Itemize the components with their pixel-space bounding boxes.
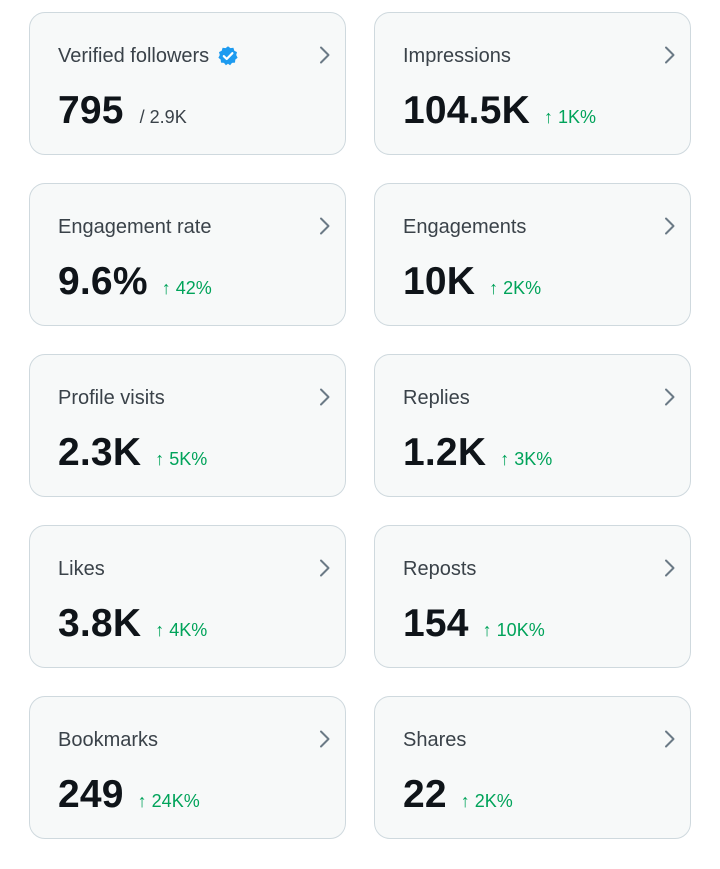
trend-indicator: ↑ 3K%: [500, 449, 552, 470]
trend-value: 2K%: [503, 278, 542, 298]
metric-value: 104.5K: [403, 89, 530, 132]
card-title: Shares: [403, 728, 466, 752]
card-title: Reposts: [403, 557, 476, 581]
chevron-right-icon[interactable]: [662, 44, 678, 66]
card-verified-followers[interactable]: Verified followers 795 / 2.9K: [29, 12, 346, 155]
card-title: Bookmarks: [58, 728, 158, 752]
trend-indicator: ↑ 2K%: [461, 791, 513, 812]
trend-value: 42%: [175, 278, 212, 298]
card-engagements[interactable]: Engagements 10K ↑ 2K%: [374, 183, 691, 326]
card-label: Replies: [403, 387, 470, 409]
metric-value: 10K: [403, 260, 476, 303]
value-row: 249 ↑ 24K%: [58, 773, 200, 817]
card-engagement-rate[interactable]: Engagement rate 9.6% ↑ 42%: [29, 183, 346, 326]
verified-badge-icon: [217, 45, 239, 67]
card-title: Impressions: [403, 44, 511, 68]
arrow-up-icon: ↑: [543, 107, 553, 127]
chevron-right-icon[interactable]: [317, 44, 333, 66]
card-replies[interactable]: Replies 1.2K ↑ 3K%: [374, 354, 691, 497]
trend-value: 2K%: [474, 791, 513, 811]
trend-value: 10K%: [496, 620, 545, 640]
trend-indicator: ↑ 24K%: [138, 791, 200, 812]
metric-value: 249: [58, 773, 124, 816]
card-title: Engagement rate: [58, 215, 211, 239]
arrow-up-icon: ↑: [155, 620, 165, 640]
chevron-right-icon[interactable]: [662, 557, 678, 579]
card-title: Verified followers: [58, 44, 239, 68]
card-label: Engagements: [403, 216, 527, 238]
card-bookmarks[interactable]: Bookmarks 249 ↑ 24K%: [29, 696, 346, 839]
card-label: Reposts: [403, 558, 477, 580]
card-label: Likes: [58, 558, 105, 580]
card-label: Shares: [403, 729, 467, 751]
arrow-up-icon: ↑: [137, 791, 147, 811]
value-row: 1.2K ↑ 3K%: [403, 431, 552, 475]
metric-value: 1.2K: [403, 431, 487, 474]
value-row: 10K ↑ 2K%: [403, 260, 541, 304]
card-likes[interactable]: Likes 3.8K ↑ 4K%: [29, 525, 346, 668]
trend-indicator: ↑ 42%: [162, 278, 212, 299]
card-reposts[interactable]: Reposts 154 ↑ 10K%: [374, 525, 691, 668]
metric-value: 795: [58, 89, 124, 132]
card-label: Engagement rate: [58, 216, 212, 238]
trend-indicator: ↑ 10K%: [483, 620, 545, 641]
metric-value: 3.8K: [58, 602, 142, 645]
trend-value: 5K%: [169, 449, 208, 469]
card-shares[interactable]: Shares 22 ↑ 2K%: [374, 696, 691, 839]
card-title: Likes: [58, 557, 105, 581]
trend-value: 1K%: [557, 107, 596, 127]
card-profile-visits[interactable]: Profile visits 2.3K ↑ 5K%: [29, 354, 346, 497]
value-row: 22 ↑ 2K%: [403, 773, 513, 817]
metric-value: 9.6%: [58, 260, 148, 303]
card-title: Replies: [403, 386, 470, 410]
value-row: 104.5K ↑ 1K%: [403, 89, 596, 133]
card-label: Verified followers: [58, 45, 210, 67]
value-row: 2.3K ↑ 5K%: [58, 431, 207, 475]
card-label: Profile visits: [58, 387, 165, 409]
trend-indicator: ↑ 1K%: [544, 107, 596, 128]
trend-value: 3K%: [514, 449, 553, 469]
metric-denominator: / 2.9K: [139, 107, 187, 127]
value-row: 9.6% ↑ 42%: [58, 260, 212, 304]
card-title: Engagements: [403, 215, 526, 239]
arrow-up-icon: ↑: [161, 278, 171, 298]
trend-value: 4K%: [169, 620, 208, 640]
metric-value: 2.3K: [58, 431, 142, 474]
chevron-right-icon[interactable]: [662, 215, 678, 237]
chevron-right-icon[interactable]: [662, 728, 678, 750]
card-label: Impressions: [403, 45, 511, 67]
arrow-up-icon: ↑: [460, 791, 470, 811]
arrow-up-icon: ↑: [482, 620, 492, 640]
value-row: 3.8K ↑ 4K%: [58, 602, 207, 646]
metric-value: 154: [403, 602, 469, 645]
arrow-up-icon: ↑: [155, 449, 165, 469]
trend-indicator: ↑ 4K%: [155, 620, 207, 641]
chevron-right-icon[interactable]: [317, 386, 333, 408]
trend-indicator: ↑ 5K%: [155, 449, 207, 470]
value-row: 795 / 2.9K: [58, 89, 187, 133]
trend-indicator: ↑ 2K%: [489, 278, 541, 299]
arrow-up-icon: ↑: [489, 278, 499, 298]
chevron-right-icon[interactable]: [317, 215, 333, 237]
arrow-up-icon: ↑: [500, 449, 510, 469]
value-row: 154 ↑ 10K%: [403, 602, 545, 646]
analytics-card-grid: Verified followers 795 / 2.9K Impression…: [29, 12, 691, 839]
card-impressions[interactable]: Impressions 104.5K ↑ 1K%: [374, 12, 691, 155]
trend-value: 24K%: [151, 791, 200, 811]
card-label: Bookmarks: [58, 729, 159, 751]
chevron-right-icon[interactable]: [662, 386, 678, 408]
metric-value: 22: [403, 773, 447, 816]
card-title: Profile visits: [58, 386, 165, 410]
chevron-right-icon[interactable]: [317, 728, 333, 750]
chevron-right-icon[interactable]: [317, 557, 333, 579]
